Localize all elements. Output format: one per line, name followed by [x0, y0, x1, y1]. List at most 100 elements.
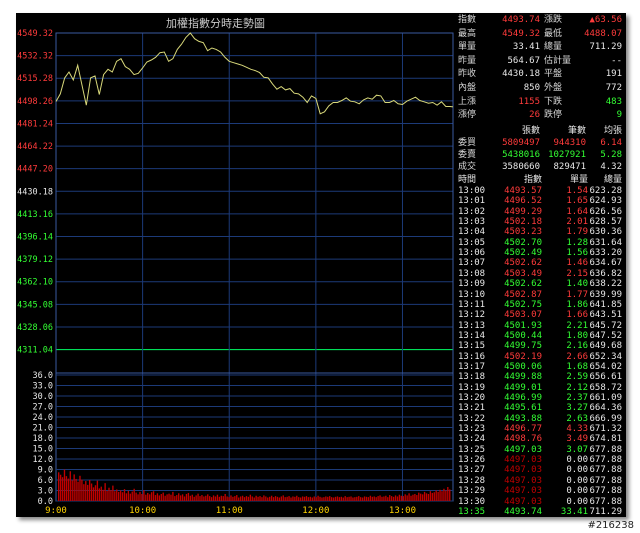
- volume-bar: [226, 496, 228, 501]
- volume-tick-label: 12.0: [33, 455, 53, 465]
- tick-total: 677.88: [589, 455, 622, 466]
- stat-value: --: [611, 55, 622, 66]
- tick-row: 13:22 4493.88 2.63 666.99: [456, 414, 626, 425]
- volume-tick-label: 6.0: [38, 476, 53, 486]
- price-tick-label: 4515.28: [17, 74, 53, 84]
- tick-total: 643.51: [589, 310, 622, 321]
- tick-volume: 1.56: [566, 248, 588, 259]
- tick-time: 13:01: [458, 196, 486, 207]
- volume-bar: [108, 487, 110, 501]
- volume-bar: [245, 496, 248, 501]
- volume-bar: [288, 496, 290, 501]
- tick-index: 4497.03: [504, 465, 542, 476]
- price-tick-label: 4345.08: [17, 300, 53, 310]
- tick-volume: 2.21: [566, 320, 588, 331]
- volume-bar: [263, 495, 265, 501]
- volume-bar: [429, 491, 432, 501]
- tick-row: 13:19 4499.01 2.12 658.72: [456, 383, 626, 394]
- tick-time: 13:17: [458, 361, 486, 372]
- stat-value: 711.29: [589, 42, 622, 53]
- volume-tick-label: 9.0: [38, 466, 53, 476]
- tick-volume: 1.86: [566, 299, 588, 310]
- volume-bar: [385, 495, 387, 501]
- stat-value: 483: [605, 96, 622, 107]
- volume-bar: [100, 486, 102, 501]
- volume-bar: [402, 496, 404, 501]
- tick-index: 4503.07: [504, 310, 542, 321]
- volume-bar: [77, 481, 79, 501]
- tick-time: 13:04: [458, 227, 486, 238]
- volume-bar: [137, 494, 139, 501]
- volume-bar: [123, 489, 126, 501]
- volume-bar: [427, 494, 430, 501]
- volume-bar: [234, 496, 236, 501]
- tick-index: 4502.19: [504, 351, 542, 362]
- tick-row: 13:11 4502.75 1.86 641.85: [456, 300, 626, 311]
- volume-bar: [212, 495, 215, 501]
- plot-border: [55, 32, 454, 502]
- stat-label: 最低: [544, 28, 563, 39]
- tick-row: 13:25 4497.03 3.07 677.88: [456, 445, 626, 456]
- order-lots: 5438016: [502, 150, 540, 160]
- tick-header-cell: 總量: [603, 175, 622, 185]
- tick-total: 624.93: [589, 196, 622, 207]
- volume-bar: [323, 497, 325, 501]
- tick-total: 634.67: [589, 258, 622, 269]
- volume-bar: [239, 496, 242, 501]
- tick-index: 4500.06: [504, 361, 542, 372]
- volume-bar: [209, 496, 211, 501]
- volume-bar: [199, 496, 201, 501]
- stat-value: 4488.07: [584, 28, 622, 39]
- volume-bar: [358, 496, 360, 501]
- volume-bar: [321, 497, 323, 501]
- tick-index: 4502.49: [504, 248, 542, 259]
- volume-bar: [94, 485, 97, 501]
- stat-label: 昨量: [458, 55, 477, 66]
- volume-bar: [272, 497, 275, 501]
- tick-total: 652.34: [589, 351, 622, 362]
- stat-value: 4430.18: [502, 69, 540, 80]
- tick-volume: 2.66: [566, 351, 588, 362]
- tick-index: 4499.88: [504, 372, 542, 383]
- volume-bar: [319, 496, 321, 501]
- price-line: [55, 32, 454, 115]
- volume-bar: [379, 495, 381, 501]
- stat-label: 估計量: [544, 55, 572, 66]
- tick-row: 13:17 4500.06 1.68 654.02: [456, 362, 626, 373]
- volume-tick-label: 15.0: [33, 445, 53, 455]
- volume-bar: [365, 496, 368, 501]
- volume-bar: [408, 493, 410, 501]
- stat-label: 指數: [458, 15, 477, 25]
- tick-index: 4496.99: [504, 393, 542, 403]
- volume-bar: [375, 497, 377, 501]
- tick-time: 13:12: [458, 310, 486, 321]
- tick-total: 638.22: [589, 279, 622, 290]
- volume-bar: [255, 495, 257, 501]
- tick-row: 13:26 4497.03 0.00 677.88: [456, 455, 626, 466]
- tick-index: 4500.44: [504, 330, 542, 341]
- volume-bar: [129, 493, 131, 501]
- volume-bar: [116, 489, 118, 501]
- volume-bar: [83, 484, 85, 501]
- volume-bar: [371, 496, 373, 501]
- time-tick-label: 12:00: [302, 506, 329, 516]
- tick-volume: 1.66: [566, 310, 588, 321]
- chart-title: 加權指數分時走勢圖: [166, 17, 265, 30]
- tick-volume: 1.80: [566, 330, 588, 341]
- tick-total: 649.68: [589, 341, 622, 352]
- volume-bar: [412, 494, 414, 501]
- volume-bar: [201, 495, 203, 501]
- volume-bar: [236, 495, 238, 501]
- volume-bar: [176, 495, 178, 501]
- tick-total: 711.29: [589, 506, 622, 517]
- tick-index: 4496.77: [504, 424, 542, 435]
- volume-bar: [390, 496, 393, 501]
- volume-bar: [85, 481, 87, 501]
- volume-tick-label: 24.0: [33, 413, 53, 423]
- stat-value: 4549.32: [502, 28, 540, 39]
- stat-value: 4493.74: [502, 15, 540, 25]
- volume-bar: [265, 496, 267, 501]
- volume-bar: [71, 480, 73, 501]
- volume-bar: [346, 497, 348, 501]
- tick-index: 4496.52: [504, 196, 542, 207]
